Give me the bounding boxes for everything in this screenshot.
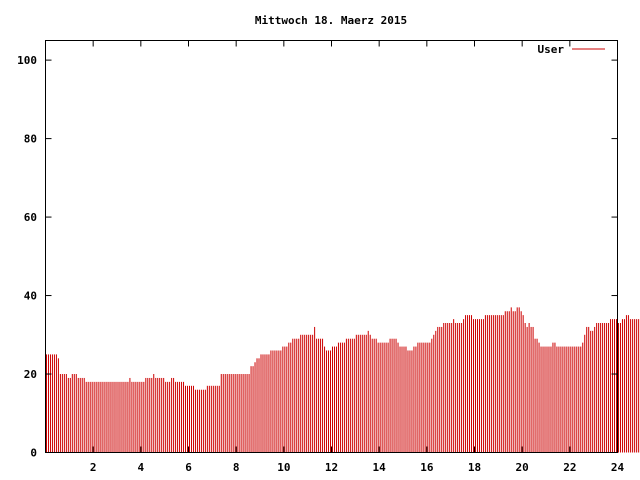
y-tick-label: 80: [24, 133, 37, 146]
x-tick-label: 24: [611, 461, 625, 474]
x-tick-label: 22: [563, 461, 576, 474]
x-tick-label: 18: [468, 461, 481, 474]
legend: User: [538, 43, 605, 56]
plot-frame: [45, 40, 618, 453]
x-tick-label: 4: [138, 461, 145, 474]
bars: [45, 307, 640, 453]
x-tick-label: 10: [277, 461, 290, 474]
y-tick-label: 40: [24, 290, 37, 303]
y-tick-label: 100: [17, 54, 37, 67]
y-tick-label: 20: [24, 368, 37, 381]
x-tick-label: 8: [233, 461, 240, 474]
x-tick-label: 20: [516, 461, 529, 474]
x-tick-label: 12: [325, 461, 338, 474]
x-tick-label: 16: [420, 461, 434, 474]
x-tick-label: 2: [90, 461, 97, 474]
x-axis: 2 4 6 8 10 12 14 16 18 20 22 24: [90, 40, 625, 474]
x-tick-label: 6: [185, 461, 192, 474]
legend-label: User: [538, 43, 565, 56]
y-tick-label: 60: [24, 211, 37, 224]
x-tick-label: 14: [373, 461, 387, 474]
y-tick-label: 0: [30, 447, 37, 460]
chart-title: Mittwoch 18. Maerz 2015: [255, 14, 407, 27]
y-axis: 0 20 40 60 80 100: [17, 54, 618, 460]
